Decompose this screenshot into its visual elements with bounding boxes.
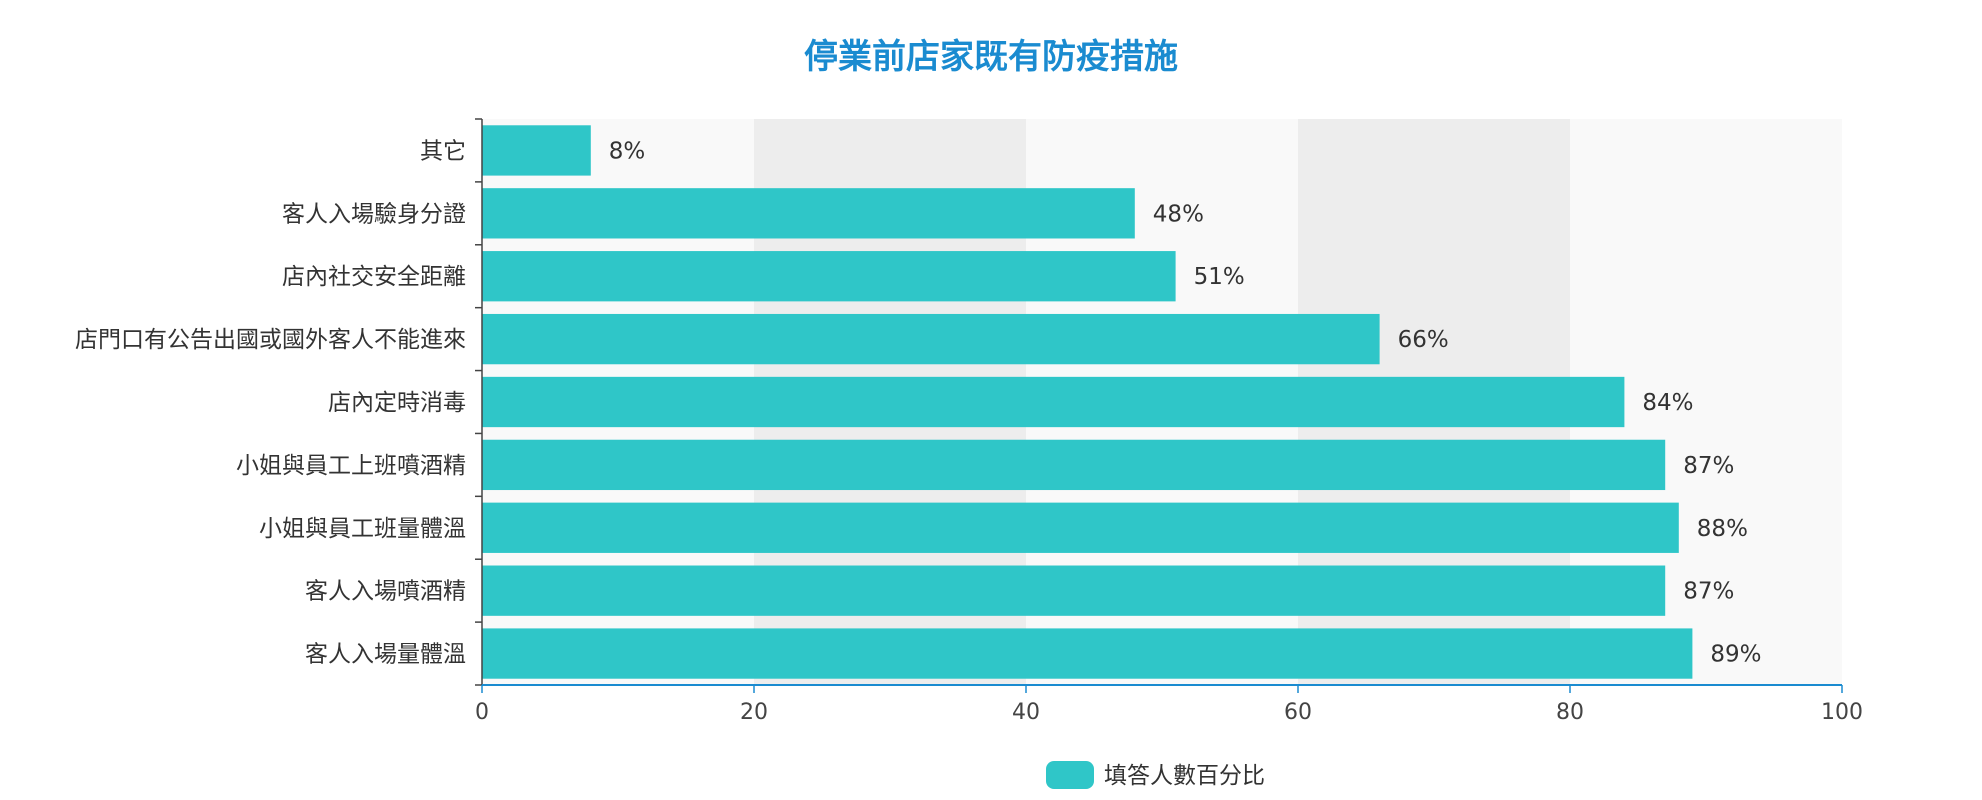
axes: 0 20 40 60 80 100 [475,118,1863,725]
value-label: 8% [609,138,646,164]
legend-label[interactable]: 填答人數百分比 [1104,763,1265,789]
category-label: 小姐與員工上班噴酒精 [236,453,466,479]
category-label: 店門口有公告出國或國外客人不能進來 [75,327,466,353]
category-label: 店內社交安全距離 [282,264,466,290]
category-label: 其它 [420,138,466,164]
x-tick-label: 60 [1284,700,1312,725]
bar[interactable] [482,439,1666,491]
category-label: 客人入場驗身分證 [282,201,466,227]
x-tick-label: 40 [1012,700,1040,725]
category-label: 小姐與員工班量體溫 [259,516,466,542]
value-labels: 8% 48% 51% 66% 84% 87% 88% 87% 89% [609,138,1762,667]
category-label: 店內定時消毒 [328,390,466,416]
value-label: 88% [1697,516,1748,542]
x-tick-label: 80 [1556,700,1584,725]
x-tick-label: 0 [475,700,489,725]
bar-series [482,125,1693,679]
value-label: 87% [1683,579,1734,605]
value-label: 89% [1710,642,1761,668]
legend-swatch[interactable] [1046,761,1094,789]
category-labels: 其它客人入場驗身分證店內社交安全距離店門口有公告出國或國外客人不能進來店內定時消… [75,138,466,667]
value-label: 66% [1398,327,1449,353]
value-label: 84% [1642,390,1693,416]
bar[interactable] [482,125,591,176]
bar[interactable] [482,251,1176,302]
bar[interactable] [482,628,1693,679]
x-tick-label: 20 [740,700,768,725]
value-label: 51% [1194,264,1245,290]
value-label: 48% [1153,201,1204,227]
legend[interactable]: 填答人數百分比 [1046,761,1265,789]
x-tick-label: 100 [1821,700,1863,725]
bar[interactable] [482,502,1679,553]
value-label: 87% [1683,453,1734,479]
bar[interactable] [482,313,1380,365]
category-label: 客人入場量體溫 [305,642,466,668]
chart-title: 停業前店家既有防疫措施 [804,37,1178,77]
bar[interactable] [482,565,1666,616]
bar[interactable] [482,376,1625,428]
category-label: 客人入場噴酒精 [305,579,466,605]
bar[interactable] [482,188,1135,239]
